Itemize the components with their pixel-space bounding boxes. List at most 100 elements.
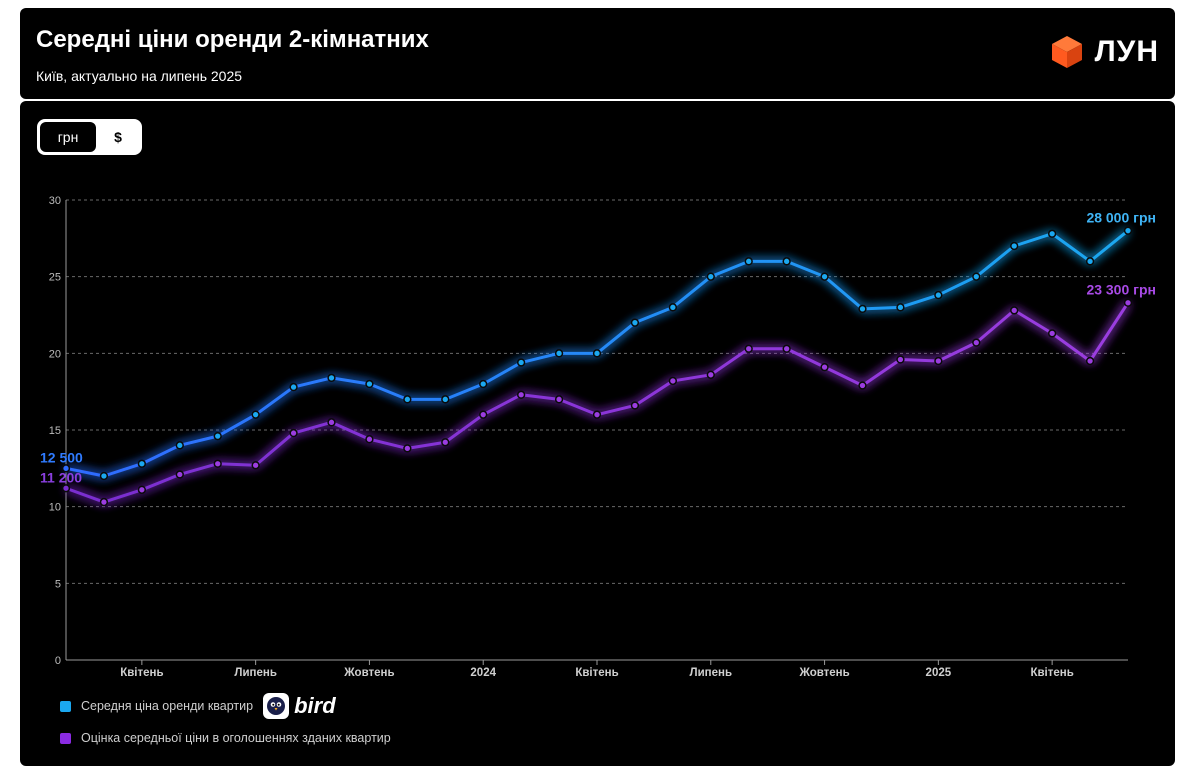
data-point[interactable]: [782, 344, 791, 353]
data-point[interactable]: [365, 379, 374, 389]
data-point[interactable]: [289, 382, 298, 392]
data-point[interactable]: [251, 461, 260, 470]
data-point[interactable]: [972, 272, 981, 281]
data-point[interactable]: [441, 395, 450, 404]
x-tick-label: Жовтень: [343, 667, 394, 679]
data-point[interactable]: [251, 410, 260, 419]
x-tick-label: Жовтень: [798, 667, 849, 679]
legend-swatch-blue: [60, 700, 71, 712]
data-point[interactable]: [630, 318, 640, 327]
data-point[interactable]: [972, 338, 981, 347]
data-point[interactable]: [61, 484, 71, 493]
logo-text: ЛУН: [1094, 35, 1159, 68]
x-tick-label: Квітень: [575, 667, 618, 679]
x-tick-label: 2025: [926, 667, 952, 679]
data-point[interactable]: [441, 438, 450, 447]
legend-label-2: Оцінка середньої ціни в оголошеннях здан…: [81, 731, 391, 745]
data-point[interactable]: [706, 370, 715, 379]
y-tick-label: 20: [49, 348, 61, 360]
data-point[interactable]: [327, 418, 336, 427]
data-point[interactable]: [516, 390, 526, 399]
data-point[interactable]: [592, 349, 602, 358]
x-tick-label: Квітень: [1030, 667, 1073, 679]
bird-sponsor: bird: [263, 693, 336, 719]
y-tick-label: 0: [55, 655, 61, 667]
legend-swatch-purple: [60, 732, 71, 744]
x-tick-label: Липень: [234, 667, 277, 679]
data-point[interactable]: [782, 257, 791, 266]
data-point[interactable]: [403, 395, 412, 404]
data-point[interactable]: [668, 376, 678, 386]
data-point[interactable]: [592, 410, 602, 419]
data-point[interactable]: [1123, 298, 1133, 307]
data-point[interactable]: [934, 356, 943, 366]
chart-panel: грн $ 0 5 10 15 20 25 30 Квітень Липень Жовтень 20…: [20, 101, 1175, 766]
x-tick-label: Липень: [690, 667, 733, 679]
series-end-label: 23 300 грн: [1086, 282, 1156, 298]
bird-text: bird: [294, 693, 336, 718]
data-point[interactable]: [137, 459, 147, 468]
series-line: [65, 301, 1130, 504]
data-point[interactable]: [99, 471, 109, 481]
x-tick-label: 2024: [470, 667, 496, 679]
data-point[interactable]: [289, 428, 298, 438]
data-point[interactable]: [1010, 306, 1019, 315]
data-point[interactable]: [1085, 257, 1095, 266]
x-tick-label: Квітень: [120, 667, 163, 679]
legend: Середня ціна оренди квартир bird Оцін: [60, 693, 391, 757]
page-subtitle: Київ, актуально на липень 2025: [36, 68, 243, 84]
bird-icon: [263, 693, 290, 719]
data-point[interactable]: [175, 470, 184, 479]
data-point[interactable]: [365, 435, 374, 444]
data-point[interactable]: [706, 272, 715, 281]
legend-item-1[interactable]: Середня ціна оренди квартир bird: [60, 693, 391, 719]
series-start-label: 11 200: [40, 469, 82, 485]
data-point[interactable]: [858, 304, 867, 314]
data-point[interactable]: [744, 257, 753, 266]
legend-label-1: Середня ціна оренди квартир: [81, 699, 254, 713]
data-point[interactable]: [1085, 356, 1095, 366]
data-point[interactable]: [1047, 229, 1057, 238]
data-point[interactable]: [554, 395, 564, 404]
data-point[interactable]: [327, 373, 336, 383]
y-tick-label: 15: [49, 425, 61, 437]
data-point[interactable]: [213, 459, 222, 468]
currency-usd-button[interactable]: $: [114, 129, 122, 145]
series-start-label: 12 500: [40, 449, 83, 465]
data-point[interactable]: [213, 431, 222, 441]
y-tick-label: 25: [49, 272, 61, 284]
data-point[interactable]: [668, 303, 678, 312]
y-tick-label: 30: [49, 195, 61, 207]
data-point[interactable]: [175, 441, 184, 450]
series-end-label: 28 000 грн: [1086, 210, 1156, 226]
data-point[interactable]: [744, 344, 753, 353]
data-point[interactable]: [896, 303, 905, 312]
data-point[interactable]: [554, 349, 564, 358]
data-point[interactable]: [896, 355, 905, 364]
data-point[interactable]: [516, 358, 526, 367]
cube-logo-icon: [1051, 36, 1082, 68]
data-point[interactable]: [820, 272, 829, 281]
data-point[interactable]: [630, 401, 640, 410]
data-point[interactable]: [1123, 226, 1133, 235]
data-point[interactable]: [137, 485, 147, 494]
data-point[interactable]: [858, 381, 867, 390]
header-panel: Середні ціни оренди 2-кімнатних Київ, ак…: [20, 8, 1175, 99]
currency-uah-button[interactable]: грн: [40, 122, 96, 152]
data-point[interactable]: [479, 410, 488, 419]
page-title: Середні ціни оренди 2-кімнатних: [36, 26, 429, 53]
data-point[interactable]: [820, 362, 829, 372]
y-tick-label: 5: [55, 578, 61, 590]
data-point[interactable]: [99, 497, 109, 507]
lun-logo: ЛУН: [1049, 34, 1159, 70]
currency-toggle[interactable]: грн $: [37, 119, 142, 155]
data-point[interactable]: [1047, 329, 1057, 338]
data-point[interactable]: [403, 444, 412, 453]
legend-item-2[interactable]: Оцінка середньої ціни в оголошеннях здан…: [60, 725, 391, 751]
data-point[interactable]: [479, 379, 488, 389]
y-tick-label: 10: [49, 502, 61, 514]
data-point[interactable]: [934, 290, 943, 300]
data-point[interactable]: [61, 464, 71, 473]
data-point[interactable]: [1010, 241, 1019, 251]
